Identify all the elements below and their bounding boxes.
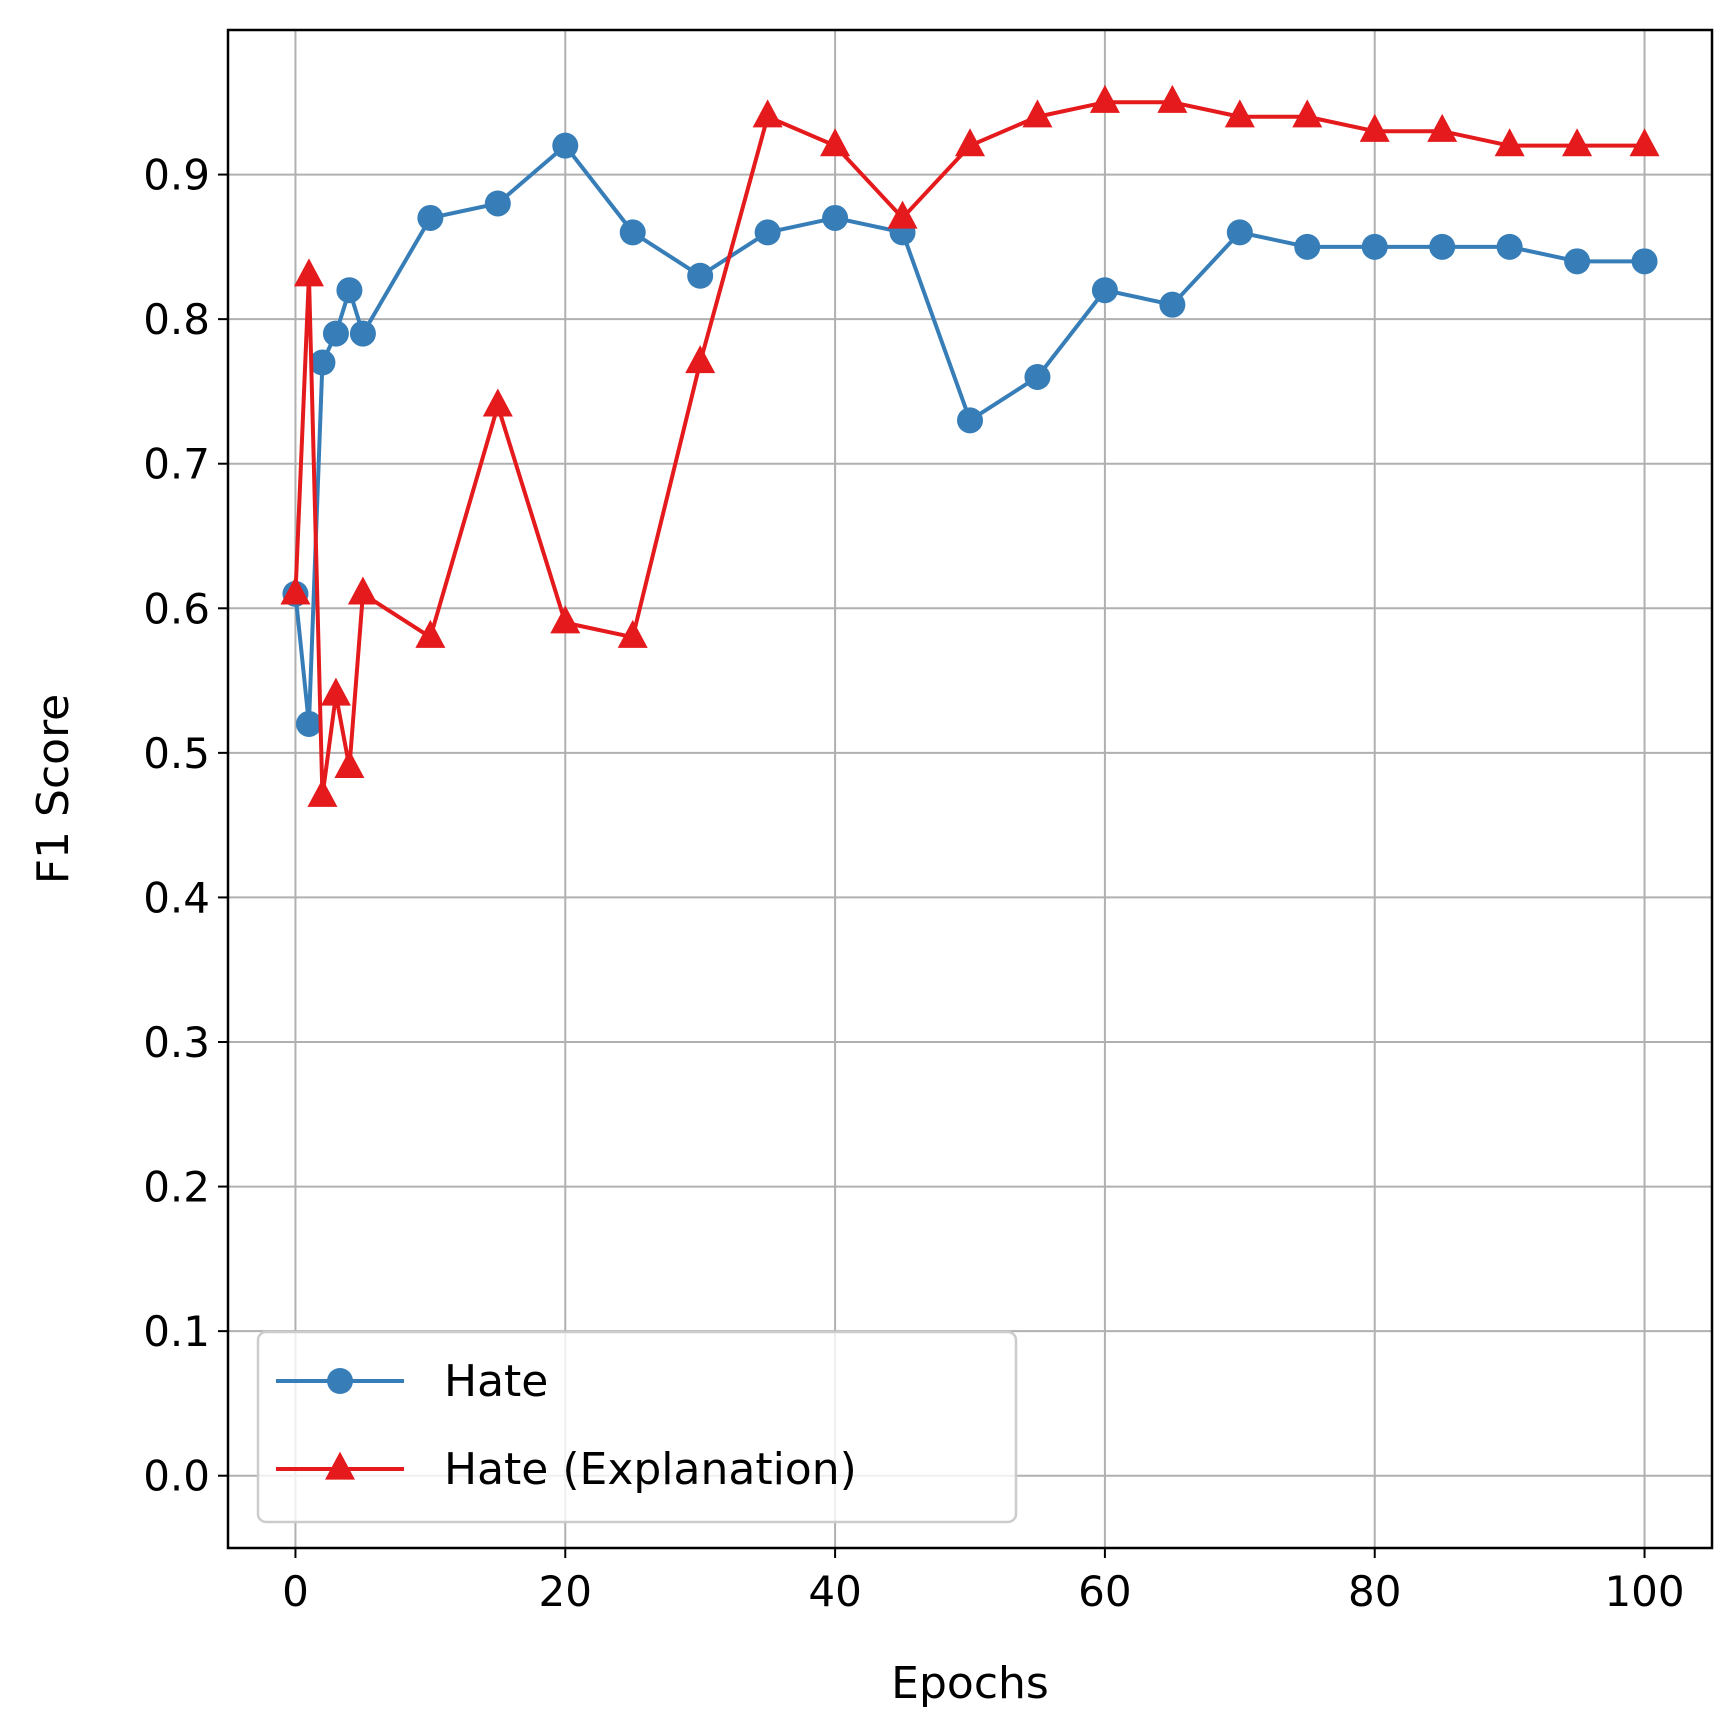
data-point-triangle (617, 619, 648, 648)
data-point-circle (1091, 277, 1118, 304)
y-tick-label: 0.4 (143, 873, 210, 922)
data-point-circle (1564, 248, 1591, 275)
data-point-circle (322, 320, 349, 347)
data-point-triangle (1359, 113, 1390, 142)
data-point-triangle (820, 128, 851, 157)
legend-swatch-marker (327, 1368, 353, 1394)
data-point-circle (754, 219, 781, 246)
legend-box (256, 1330, 1018, 1524)
y-tick-label: 0.3 (143, 1018, 210, 1067)
data-point-circle (417, 204, 444, 231)
series-line (293, 143, 1645, 726)
series-layer (280, 84, 1660, 807)
data-point-triangle (1089, 84, 1120, 113)
data-point-triangle (955, 128, 985, 157)
series-hate-explanation (280, 84, 1660, 807)
data-point-circle (822, 204, 849, 231)
data-point-circle (1159, 291, 1186, 318)
series-hate (282, 132, 1658, 737)
legend-swatch-marker (325, 1451, 355, 1480)
data-point-circle (552, 132, 579, 159)
data-point-circle (619, 219, 646, 246)
x-tick-label: 60 (1078, 1567, 1131, 1616)
data-point-circle (349, 320, 376, 347)
x-tick-label: 100 (1604, 1567, 1684, 1616)
x-tick-label: 40 (808, 1567, 861, 1616)
y-tick-label: 0.2 (143, 1163, 210, 1212)
data-point-circle (484, 190, 511, 217)
axis-ticks: 0 20 40 60 80 100 0.0 0.1 0.2 0.3 0.4 0.5 0.6 0.7 0.8 0… (143, 151, 1684, 1616)
y-tick-label: 0.8 (143, 295, 210, 344)
data-point-triangle (320, 677, 351, 706)
plot-frame (226, 28, 1714, 1550)
data-point-triangle (280, 576, 311, 605)
grid (228, 30, 1712, 1548)
data-point-circle (1294, 233, 1321, 260)
data-point-triangle (307, 778, 338, 807)
data-point-triangle (1427, 113, 1458, 142)
x-tick-label: 0 (282, 1567, 309, 1616)
data-point-triangle (1292, 99, 1323, 128)
data-point-triangle (334, 749, 365, 778)
data-point-circle (1024, 363, 1051, 390)
y-tick-label: 0.1 (143, 1307, 210, 1356)
data-point-circle (1631, 248, 1658, 275)
x-tick-label: 80 (1348, 1567, 1401, 1616)
data-point-circle (1361, 233, 1388, 260)
data-point-triangle (1157, 84, 1188, 113)
data-point-triangle (1562, 128, 1593, 157)
y-tick-label: 0.9 (143, 151, 210, 200)
x-axis-label: Epochs (891, 1658, 1049, 1709)
data-point-triangle (685, 345, 716, 374)
data-point-triangle (1629, 128, 1660, 157)
data-point-triangle (482, 388, 513, 417)
data-point-circle (295, 710, 322, 737)
data-point-circle (1429, 233, 1456, 260)
data-point-circle (309, 349, 336, 376)
data-point-triangle (415, 619, 446, 648)
data-point-circle (336, 277, 363, 304)
y-axis-label: F1 Score (28, 694, 79, 885)
data-point-triangle (293, 258, 324, 287)
legend-label: Hate (Explanation) (444, 1444, 857, 1495)
y-tick-label: 0.0 (143, 1452, 210, 1501)
data-point-circle (957, 407, 983, 434)
data-point-triangle (550, 605, 581, 634)
data-point-triangle (1224, 99, 1255, 128)
data-point-circle (1226, 219, 1253, 246)
data-point-circle (687, 262, 714, 289)
data-point-triangle (1494, 128, 1525, 157)
y-tick-label: 0.7 (143, 440, 210, 489)
data-point-triangle (887, 200, 918, 229)
x-tick-label: 20 (539, 1567, 592, 1616)
legend: Hate Hate (Explanation) (256, 1330, 1018, 1524)
legend-label: Hate (444, 1356, 548, 1407)
data-point-circle (1496, 233, 1523, 260)
y-tick-label: 0.6 (143, 584, 210, 633)
y-tick-label: 0.5 (143, 729, 210, 778)
data-point-triangle (1022, 99, 1053, 128)
data-point-triangle (347, 576, 378, 605)
data-point-triangle (752, 99, 783, 128)
